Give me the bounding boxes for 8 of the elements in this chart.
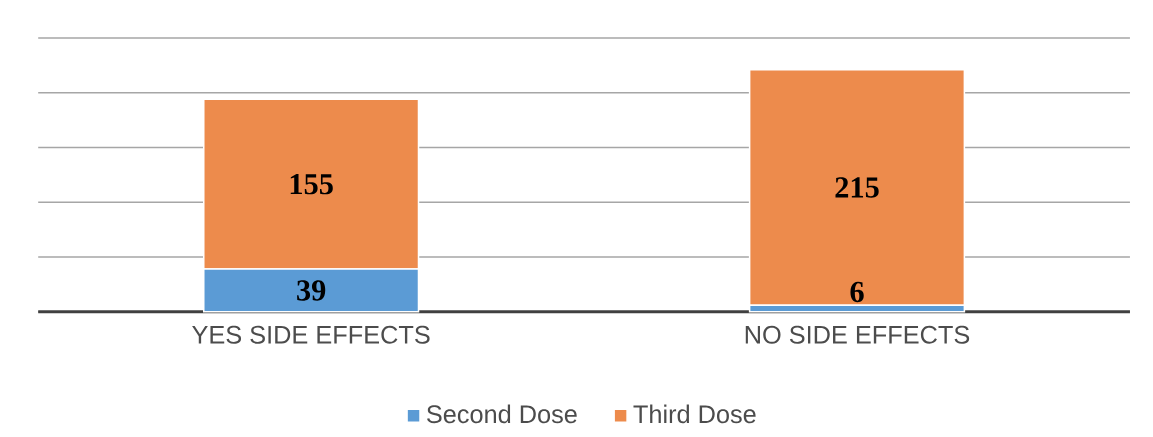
data-label: 155 [290,174,333,195]
data-label: 6 [850,281,864,303]
legend-label: Third Dose [633,404,756,424]
legend-label: Second Dose [427,404,577,424]
data-label: 39 [297,280,326,301]
x-tick-label: NO SIDE EFFECTS [745,325,970,344]
x-tick-label: YES SIDE EFFECTS [192,325,430,344]
data-label: 215 [835,177,879,198]
